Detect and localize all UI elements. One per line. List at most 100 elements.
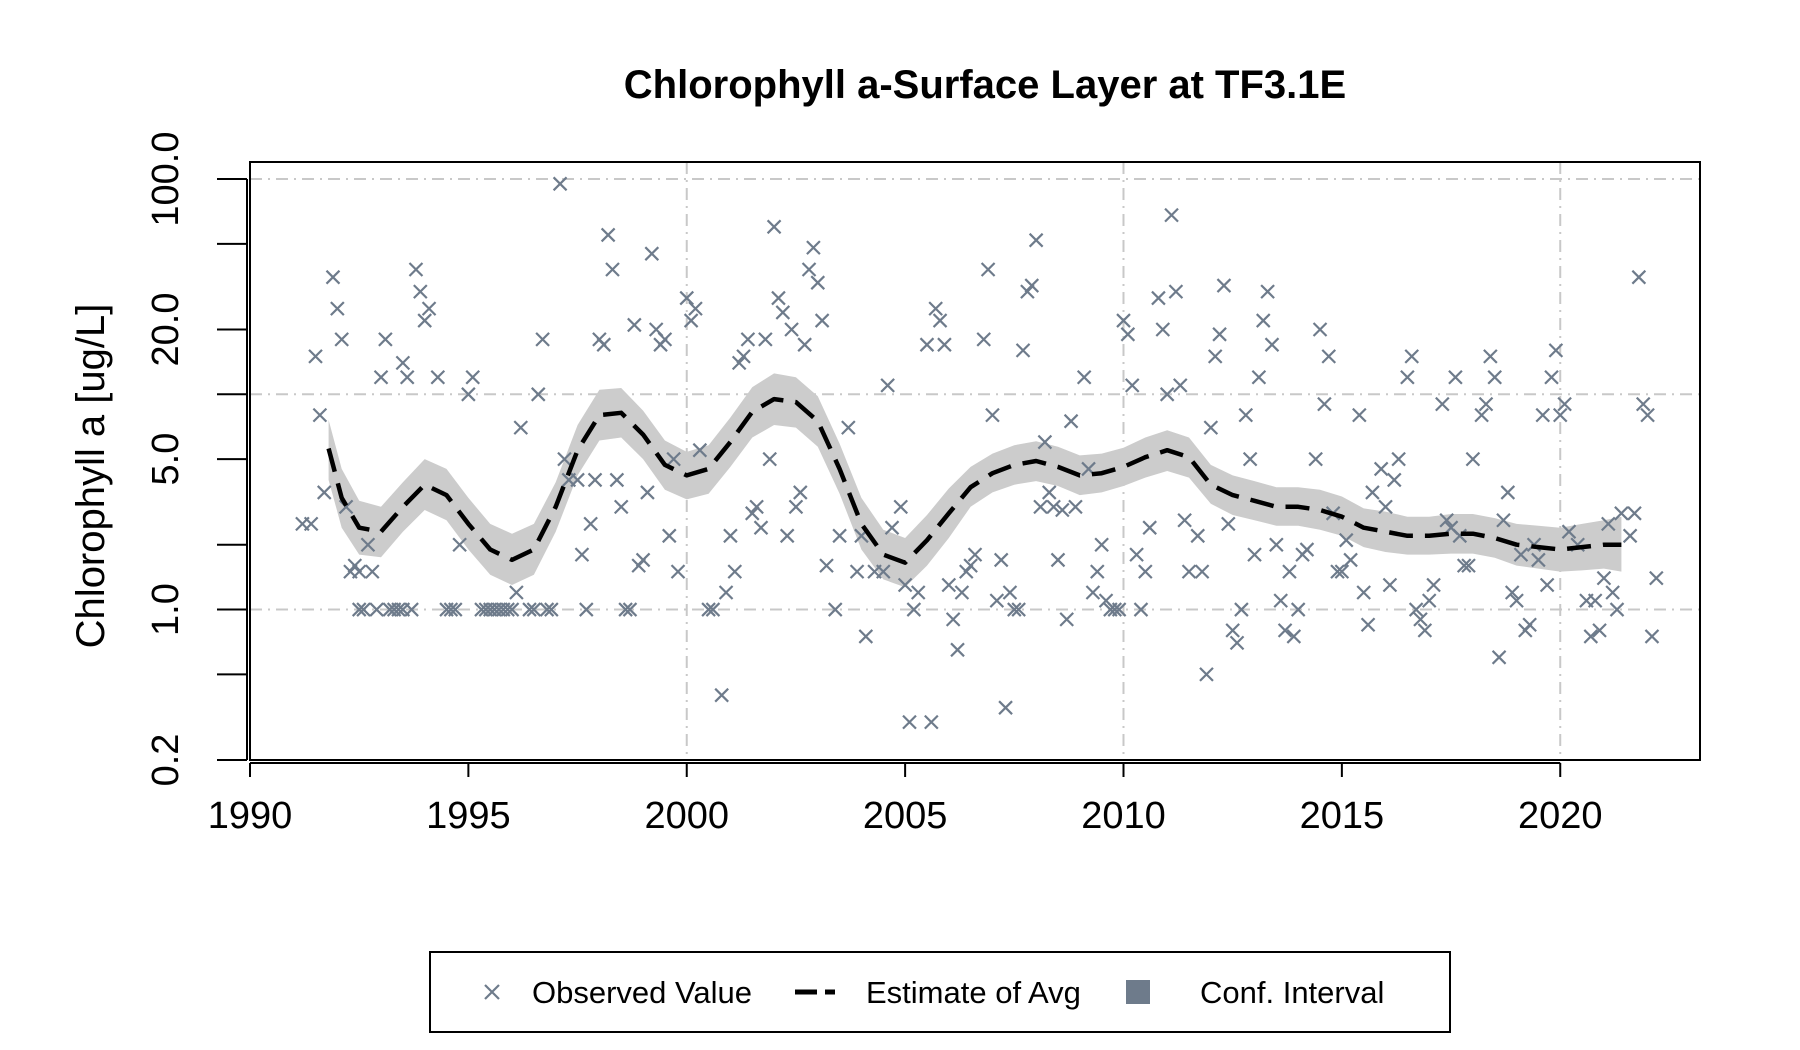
observed-point	[408, 262, 424, 277]
observed-point	[1456, 558, 1472, 573]
observed-point	[1028, 232, 1044, 248]
observed-point	[391, 602, 406, 617]
observed-point	[1478, 396, 1494, 412]
observed-point	[985, 407, 1000, 423]
observed-point	[522, 602, 537, 617]
confidence-interval-band	[328, 373, 1622, 588]
observed-point	[670, 564, 686, 579]
observed-point	[1063, 413, 1079, 429]
observed-point	[1286, 629, 1302, 644]
observed-point	[1356, 585, 1371, 600]
observed-point	[544, 602, 559, 617]
observed-point	[954, 585, 970, 600]
observed-point	[378, 332, 393, 347]
observed-point	[447, 602, 463, 617]
observed-point	[766, 219, 782, 235]
legend-box	[429, 951, 1451, 1033]
observed-point	[932, 313, 948, 328]
observed-point	[1090, 564, 1105, 579]
observed-point	[1194, 564, 1210, 579]
observed-point	[788, 499, 804, 515]
observed-point	[692, 442, 708, 458]
observed-point	[635, 552, 651, 568]
observed-point	[513, 420, 529, 435]
observed-point	[325, 269, 341, 285]
observed-point	[1614, 506, 1629, 521]
observed-point	[1522, 617, 1537, 633]
observed-point	[744, 506, 760, 521]
observed-point	[1338, 532, 1354, 548]
observed-point	[858, 629, 874, 644]
observed-point	[1448, 369, 1463, 385]
observed-point	[683, 313, 699, 328]
observed-point	[1190, 528, 1206, 544]
observed-point	[1120, 327, 1136, 342]
observed-point	[902, 714, 917, 730]
observed-point	[958, 564, 974, 579]
observed-point	[583, 516, 598, 532]
observed-point	[814, 313, 830, 328]
observed-point	[1142, 520, 1157, 535]
observed-point	[1059, 612, 1074, 627]
observed-point	[679, 290, 695, 306]
observed-point	[504, 602, 520, 617]
observed-point	[1627, 506, 1642, 521]
observed-point	[1020, 284, 1035, 299]
observed-point	[465, 369, 481, 385]
observed-point	[1221, 516, 1236, 532]
observed-point	[1234, 602, 1249, 617]
observed-point	[308, 349, 323, 364]
observed-point	[1461, 558, 1476, 573]
observed-point	[1033, 499, 1048, 515]
observed-point	[1596, 570, 1612, 586]
observed-point	[1172, 378, 1188, 393]
observed-point	[360, 537, 376, 553]
observed-point	[1094, 537, 1109, 553]
observed-point	[1387, 472, 1402, 488]
observed-point	[356, 602, 371, 617]
observed-point	[1465, 451, 1481, 467]
observed-point	[1155, 322, 1171, 337]
observed-point	[897, 577, 913, 593]
observed-point	[461, 387, 476, 402]
observed-point	[1269, 537, 1284, 553]
observed-point	[701, 602, 716, 617]
observed-point	[347, 558, 363, 573]
legend-label-observed: Observed Value	[532, 975, 752, 1010]
observed-point	[1299, 542, 1315, 557]
observed-point	[369, 602, 384, 617]
observed-point	[771, 290, 786, 306]
observed-point	[579, 602, 594, 617]
observed-point	[1491, 650, 1507, 665]
observed-point	[884, 520, 900, 535]
observed-point	[1557, 396, 1572, 412]
observed-point	[644, 246, 660, 261]
observed-point	[723, 528, 738, 544]
observed-point	[1055, 502, 1070, 518]
observed-point	[1116, 313, 1131, 328]
observed-point	[1644, 629, 1660, 644]
observed-point	[1242, 451, 1258, 467]
observed-point	[1050, 552, 1066, 568]
observed-point	[893, 499, 909, 515]
observed-point	[688, 301, 703, 316]
legend-observed-marker	[484, 984, 500, 1000]
observed-point	[910, 585, 926, 600]
observed-point	[509, 585, 524, 600]
observed-point	[351, 564, 367, 579]
y-tick-label: 20.0	[145, 293, 187, 367]
observed-point	[841, 420, 856, 435]
observed-point	[924, 714, 939, 730]
observed-point	[1640, 407, 1655, 423]
observed-point	[666, 451, 681, 467]
legend-items: Observed Value Estimate of Avg Conf. Inter…	[484, 975, 1384, 1010]
observed-point	[1317, 396, 1332, 412]
observed-point	[1583, 629, 1599, 644]
observed-point	[395, 355, 411, 371]
observed-point	[793, 485, 808, 500]
observed-point	[303, 516, 319, 532]
observed-point	[1500, 485, 1516, 500]
observed-point	[1400, 369, 1415, 385]
observed-point	[849, 564, 865, 579]
observed-point	[1024, 278, 1040, 293]
